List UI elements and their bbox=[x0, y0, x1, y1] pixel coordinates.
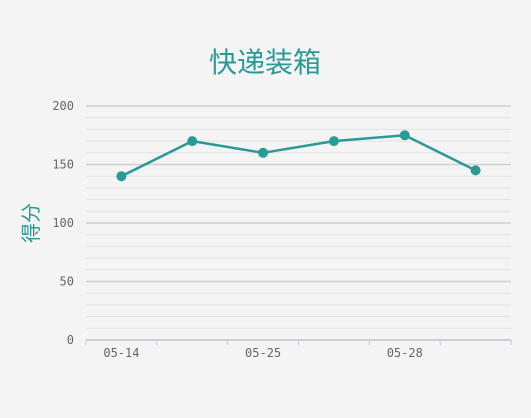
chart-title: 快递装箱 bbox=[209, 46, 321, 79]
data-point bbox=[328, 136, 339, 147]
y-tick-label: 200 bbox=[52, 99, 74, 113]
series-layer bbox=[116, 130, 481, 182]
series-line bbox=[120, 134, 477, 178]
data-point bbox=[187, 136, 198, 147]
data-point bbox=[258, 147, 269, 158]
x-tick-label: 05-28 bbox=[387, 346, 423, 360]
grid-layer bbox=[86, 105, 511, 341]
y-axis-title: 得分 bbox=[19, 203, 43, 243]
y-tick-label: 100 bbox=[52, 216, 74, 230]
x-tick-label: 05-14 bbox=[103, 346, 139, 360]
labels-layer: 0 50 100 150 200 05-14 05-25 05-28 bbox=[52, 99, 423, 360]
axes-layer bbox=[85, 339, 512, 345]
data-point bbox=[116, 171, 127, 182]
data-point bbox=[399, 130, 410, 141]
y-tick-label: 150 bbox=[52, 158, 74, 172]
y-tick-label: 50 bbox=[60, 275, 74, 289]
data-point bbox=[470, 165, 481, 176]
x-tick-label: 05-25 bbox=[245, 346, 281, 360]
y-tick-label: 0 bbox=[67, 333, 74, 347]
